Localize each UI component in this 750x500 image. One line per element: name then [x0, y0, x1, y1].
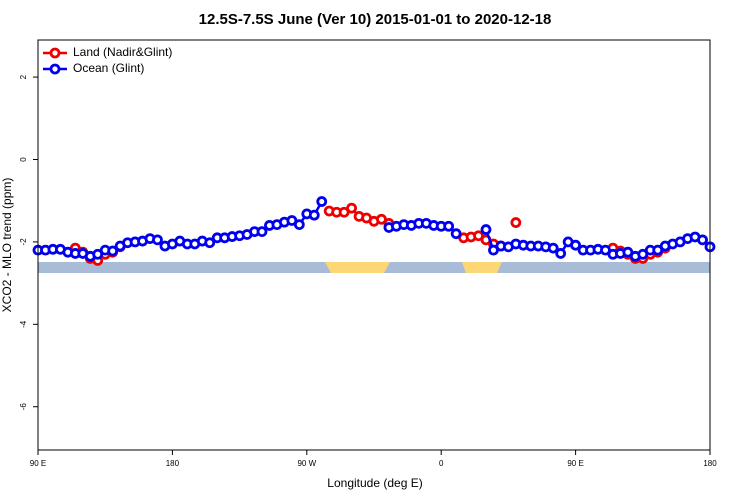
chart-title: 12.5S-7.5S June (Ver 10) 2015-01-01 to 2… — [199, 11, 552, 28]
y-tick-label: -2 — [19, 238, 28, 246]
data-point — [256, 226, 268, 238]
data-point — [547, 242, 559, 254]
x-tick-label: 180 — [166, 459, 180, 468]
y-axis-label: XCO2 - MLO trend (ppm) — [0, 178, 14, 313]
legend-marker — [49, 47, 61, 59]
data-point — [450, 228, 462, 240]
data-point — [697, 234, 708, 246]
legend-label: Ocean (Glint) — [73, 61, 144, 75]
data-point — [443, 220, 455, 232]
plot-frame — [37, 39, 711, 451]
data-point — [293, 219, 305, 231]
data-point — [570, 239, 581, 251]
data-point — [510, 217, 522, 228]
data-point — [316, 196, 328, 207]
data-point — [107, 245, 119, 257]
y-tick-label: -6 — [19, 403, 28, 411]
x-tick-label: 90 W — [297, 459, 316, 468]
x-tick-label: 90 E — [567, 459, 583, 468]
y-tick-label: -4 — [19, 320, 28, 328]
y-tick-label: 0 — [19, 157, 28, 162]
land-strip — [462, 262, 502, 273]
plot-area — [32, 196, 716, 266]
x-tick-label: 0 — [439, 459, 444, 468]
legend: Land (Nadir&Glint) Ocean (Glint) — [43, 45, 172, 75]
y-tick-label: 2 — [19, 74, 28, 79]
legend-marker — [49, 63, 61, 75]
data-point — [152, 234, 163, 246]
data-point — [480, 224, 492, 235]
data-point — [555, 248, 567, 259]
legend-label: Land (Nadir&Glint) — [73, 45, 172, 59]
x-tick-label: 90 E — [30, 459, 46, 468]
land-strip — [325, 262, 390, 273]
data-point — [204, 237, 216, 249]
data-point — [346, 202, 358, 214]
x-tick-label: 180 — [703, 459, 717, 468]
x-axis-label: Longitude (deg E) — [327, 476, 422, 490]
data-point — [308, 209, 320, 221]
